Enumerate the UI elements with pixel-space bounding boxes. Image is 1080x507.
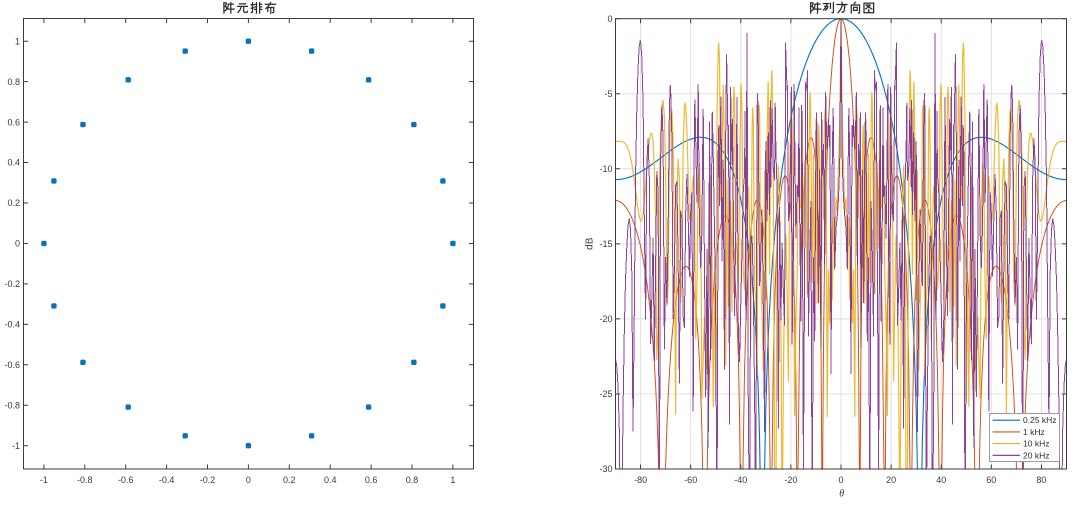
svg-text:0: 0 xyxy=(246,475,251,485)
svg-text:0.25 kHz: 0.25 kHz xyxy=(1023,415,1057,425)
svg-text:-25: -25 xyxy=(599,389,612,399)
svg-text:θ: θ xyxy=(839,489,844,500)
svg-text:20 kHz: 20 kHz xyxy=(1023,450,1049,460)
svg-text:-0.2: -0.2 xyxy=(4,279,20,289)
svg-text:-0.2: -0.2 xyxy=(200,475,216,485)
svg-text:-15: -15 xyxy=(599,239,612,249)
svg-text:-0.6: -0.6 xyxy=(4,360,20,370)
svg-text:40: 40 xyxy=(936,475,946,485)
svg-text:-5: -5 xyxy=(604,89,612,99)
svg-text:0.2: 0.2 xyxy=(283,475,296,485)
svg-text:-1: -1 xyxy=(12,441,20,451)
svg-text:0.8: 0.8 xyxy=(406,475,419,485)
svg-text:0: 0 xyxy=(607,14,612,24)
svg-text:1: 1 xyxy=(450,475,455,485)
svg-text:-40: -40 xyxy=(734,475,747,485)
svg-text:0.6: 0.6 xyxy=(365,475,378,485)
svg-text:-80: -80 xyxy=(634,475,647,485)
svg-text:-30: -30 xyxy=(599,464,612,474)
svg-text:0: 0 xyxy=(15,239,20,249)
svg-text:-0.8: -0.8 xyxy=(77,475,93,485)
svg-text:-0.8: -0.8 xyxy=(4,400,20,410)
svg-text:80: 80 xyxy=(1036,475,1046,485)
svg-text:1: 1 xyxy=(15,36,20,46)
svg-text:0: 0 xyxy=(838,475,843,485)
svg-text:1 kHz: 1 kHz xyxy=(1023,427,1045,437)
svg-text:-0.4: -0.4 xyxy=(4,320,20,330)
svg-text:dB: dB xyxy=(585,237,596,250)
svg-text:-20: -20 xyxy=(784,475,797,485)
svg-text:0.4: 0.4 xyxy=(7,158,20,168)
svg-text:0.2: 0.2 xyxy=(7,198,20,208)
svg-text:60: 60 xyxy=(986,475,996,485)
svg-text:-1: -1 xyxy=(40,475,48,485)
svg-text:20: 20 xyxy=(886,475,896,485)
svg-text:-60: -60 xyxy=(684,475,697,485)
svg-text:0.4: 0.4 xyxy=(324,475,337,485)
svg-text:0.6: 0.6 xyxy=(7,117,20,127)
svg-text:-0.4: -0.4 xyxy=(159,475,175,485)
svg-text:-0.6: -0.6 xyxy=(118,475,134,485)
svg-text:-20: -20 xyxy=(599,314,612,324)
svg-text:-10: -10 xyxy=(599,164,612,174)
svg-text:0.8: 0.8 xyxy=(7,77,20,87)
svg-text:10 kHz: 10 kHz xyxy=(1023,439,1049,449)
